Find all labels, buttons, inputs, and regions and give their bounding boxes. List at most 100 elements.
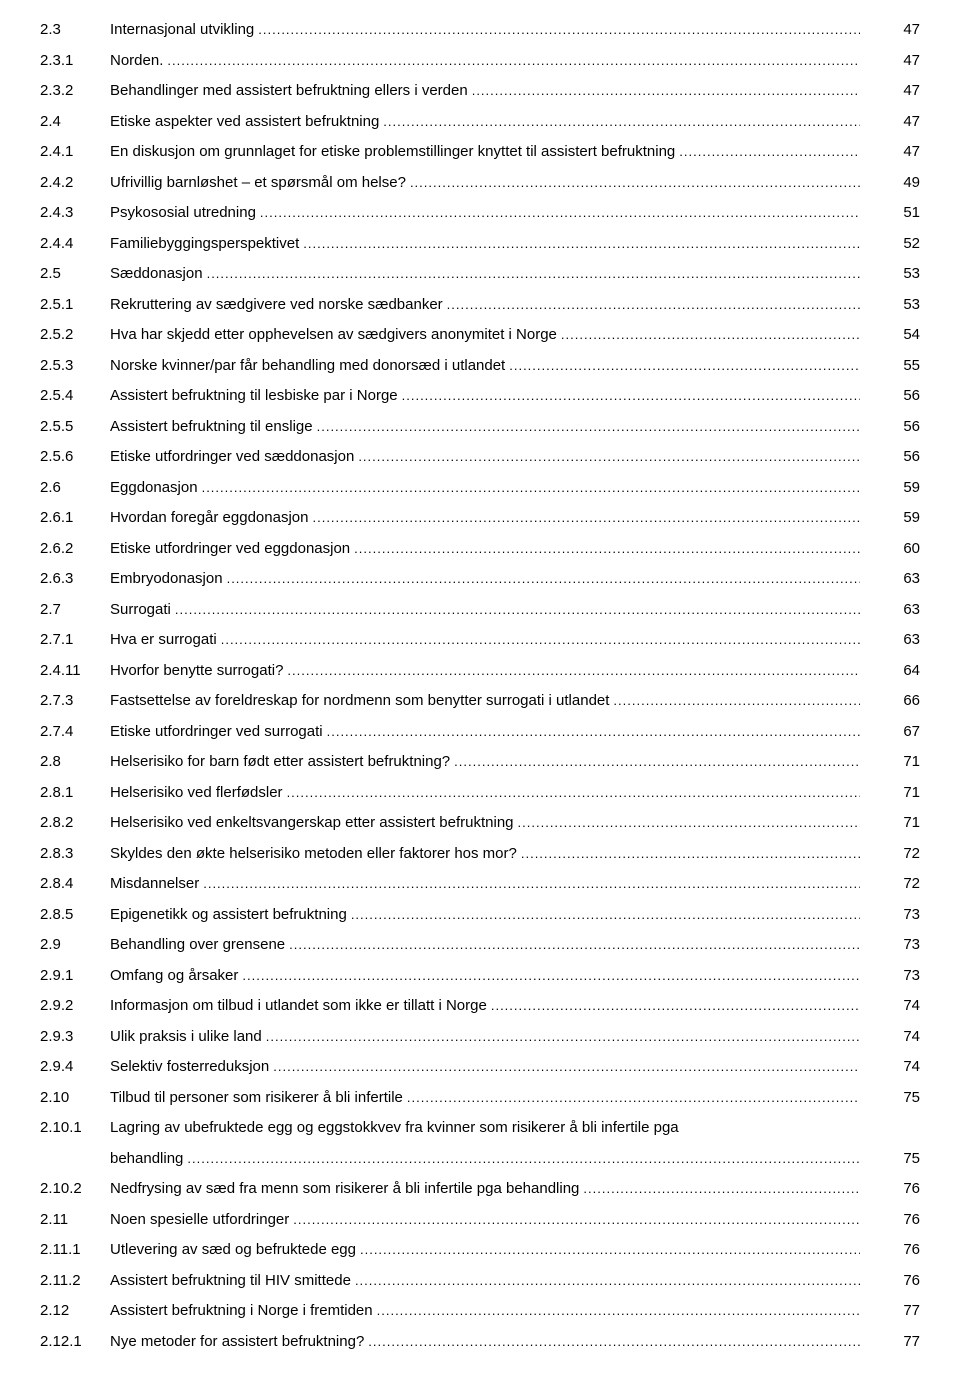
toc-entry: 2.7.4Etiske utfordringer ved surrogati..…: [40, 722, 920, 742]
toc-entry: 2.4.4Familiebyggingsperspektivet........…: [40, 234, 920, 254]
toc-title-wrap: Etiske utfordringer ved surrogati.......…: [110, 722, 860, 742]
toc-title: Fastsettelse av foreldreskap for nordmen…: [110, 691, 613, 711]
toc-page-number: 77: [880, 1332, 920, 1352]
toc-entry: 2.5.1Rekruttering av sædgivere ved norsk…: [40, 295, 920, 315]
toc-leader-dots: ........................................…: [175, 602, 860, 619]
toc-page-number: 76: [880, 1240, 920, 1260]
toc-entry: 2.6Eggdonasjon..........................…: [40, 478, 920, 498]
toc-entry: 2.11.1Utlevering av sæd og befruktede eg…: [40, 1240, 920, 1260]
toc-number: 2.3.1: [40, 51, 110, 71]
toc-entry: 2.10.1Lagring av ubefruktede egg og eggs…: [40, 1118, 920, 1138]
toc-page-number: 66: [880, 691, 920, 711]
toc-title-wrap: Nedfrysing av sæd fra menn som risikerer…: [110, 1179, 860, 1199]
toc-entry: 2.5.5Assistert befruktning til enslige..…: [40, 417, 920, 437]
toc-number: 2.8.3: [40, 844, 110, 864]
toc-page-number: 49: [880, 173, 920, 193]
toc-title: Hva har skjedd etter opphevelsen av sædg…: [110, 325, 561, 345]
toc-entry: 2.8.2Helserisiko ved enkeltsvangerskap e…: [40, 813, 920, 833]
toc-number: 2.12.1: [40, 1332, 110, 1352]
toc-title-wrap: Hvorfor benytte surrogati?..............…: [110, 661, 860, 681]
toc-number: 2.5.2: [40, 325, 110, 345]
toc-title: Tilbud til personer som risikerer å bli …: [110, 1088, 407, 1108]
toc-title-wrap: En diskusjon om grunnlaget for etiske pr…: [110, 142, 860, 162]
toc-title: Selektiv fosterreduksjon: [110, 1057, 273, 1077]
toc-title: Familiebyggingsperspektivet: [110, 234, 303, 254]
toc-title: Nye metoder for assistert befruktning?: [110, 1332, 368, 1352]
toc-entry: 2.4.2Ufrivillig barnløshet – et spørsmål…: [40, 173, 920, 193]
toc-page-number: 72: [880, 844, 920, 864]
toc-leader-dots: ........................................…: [312, 510, 860, 527]
toc-number: 2.9.4: [40, 1057, 110, 1077]
toc-title-wrap: Sæddonasjon.............................…: [110, 264, 860, 284]
toc-number: 2.9.1: [40, 966, 110, 986]
toc-number: 2.4.4: [40, 234, 110, 254]
toc-number: 2.11.1: [40, 1240, 110, 1260]
toc-number: 2.12: [40, 1301, 110, 1321]
toc-title: Psykososial utredning: [110, 203, 260, 223]
toc-number: 2.10.1: [40, 1118, 110, 1138]
toc-page-number: 76: [880, 1210, 920, 1230]
toc-title: En diskusjon om grunnlaget for etiske pr…: [110, 142, 679, 162]
toc-leader-dots: ........................................…: [383, 114, 860, 131]
toc-number: 2.6.1: [40, 508, 110, 528]
toc-number: 2.9.3: [40, 1027, 110, 1047]
toc-entry: 2.10Tilbud til personer som risikerer å …: [40, 1088, 920, 1108]
toc-page-number: 47: [880, 51, 920, 71]
toc-leader-dots: ........................................…: [472, 83, 860, 100]
toc-page-number: 47: [880, 112, 920, 132]
toc-entry: 2.9.2Informasjon om tilbud i utlandet so…: [40, 996, 920, 1016]
toc-title-wrap: Lagring av ubefruktede egg og eggstokkve…: [110, 1118, 860, 1138]
toc-entry: 2.4.11Hvorfor benytte surrogati?........…: [40, 661, 920, 681]
toc-title-wrap: behandling..............................…: [110, 1149, 860, 1169]
toc-leader-dots: ........................................…: [266, 1029, 860, 1046]
toc-page-number: 64: [880, 661, 920, 681]
toc-title: Hvorfor benytte surrogati?: [110, 661, 287, 681]
toc-entry: 2.12Assistert befruktning i Norge i frem…: [40, 1301, 920, 1321]
toc-leader-dots: ........................................…: [613, 693, 860, 710]
toc-title-wrap: Selektiv fosterreduksjon................…: [110, 1057, 860, 1077]
toc-page-number: 53: [880, 264, 920, 284]
toc-title: Epigenetikk og assistert befruktning: [110, 905, 351, 925]
toc-leader-dots: ........................................…: [303, 236, 860, 253]
toc-number: 2.6.2: [40, 539, 110, 559]
toc-title-wrap: Hva er surrogati........................…: [110, 630, 860, 650]
toc-page-number: 73: [880, 966, 920, 986]
toc-entry: 2.3Internasjonal utvikling..............…: [40, 20, 920, 40]
toc-title: Surrogati: [110, 600, 175, 620]
toc-title-wrap: Helserisiko ved flerfødsler.............…: [110, 783, 860, 803]
toc-title: Assistert befruktning til enslige: [110, 417, 317, 437]
toc-number: 2.4.1: [40, 142, 110, 162]
toc-entry: 2.9Behandling over grensene.............…: [40, 935, 920, 955]
toc-number: 2.4.3: [40, 203, 110, 223]
toc-number: 2.4.2: [40, 173, 110, 193]
toc-leader-dots: ........................................…: [273, 1059, 860, 1076]
toc-number: 2.7.4: [40, 722, 110, 742]
toc-leader-dots: ........................................…: [355, 1273, 860, 1290]
toc-entry: 2.6.3Embryodonasjon.....................…: [40, 569, 920, 589]
toc-title-wrap: Familiebyggingsperspektivet.............…: [110, 234, 860, 254]
toc-entry: 2.8.4Misdannelser.......................…: [40, 874, 920, 894]
toc-leader-dots: ........................................…: [258, 22, 860, 39]
toc-leader-dots: ........................................…: [202, 480, 860, 497]
toc-title: Etiske utfordringer ved eggdonasjon: [110, 539, 354, 559]
toc-title: Informasjon om tilbud i utlandet som ikk…: [110, 996, 491, 1016]
toc-entry: 2.8.3Skyldes den økte helserisiko metode…: [40, 844, 920, 864]
toc-entry-continuation: behandling..............................…: [40, 1149, 920, 1169]
toc-entry: 2.9.1Omfang og årsaker..................…: [40, 966, 920, 986]
toc-page-number: 74: [880, 1027, 920, 1047]
toc-title-wrap: Etiske utfordringer ved sæddonasjon.....…: [110, 447, 860, 467]
toc-title-wrap: Hvordan foregår eggdonasjon.............…: [110, 508, 860, 528]
toc-page-number: 71: [880, 813, 920, 833]
toc-title-wrap: Norske kvinner/par får behandling med do…: [110, 356, 860, 376]
toc-title-wrap: Behandling over grensene................…: [110, 935, 860, 955]
toc-leader-dots: ........................................…: [360, 1242, 860, 1259]
toc-number: 2.8.4: [40, 874, 110, 894]
toc-number: 2.6.3: [40, 569, 110, 589]
toc-number: 2.10.2: [40, 1179, 110, 1199]
toc-leader-dots: ........................................…: [327, 724, 860, 741]
toc-title-wrap: Ulik praksis i ulike land...............…: [110, 1027, 860, 1047]
toc-page-number: 53: [880, 295, 920, 315]
toc-page-number: 74: [880, 1057, 920, 1077]
toc-entry: 2.8.5Epigenetikk og assistert befruktnin…: [40, 905, 920, 925]
toc-page-number: 56: [880, 417, 920, 437]
